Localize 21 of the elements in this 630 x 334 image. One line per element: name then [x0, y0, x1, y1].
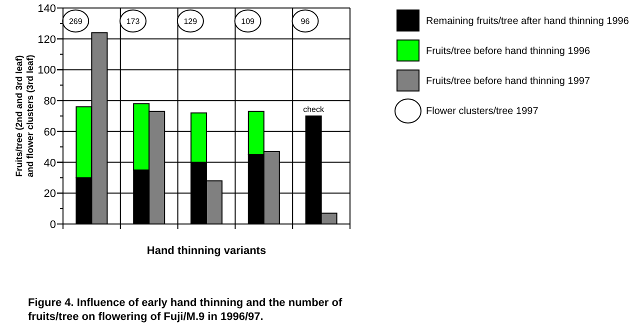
legend-label: Fruits/tree before hand thinning 1997: [426, 76, 590, 87]
x-axis-title: Hand thinning variants: [146, 245, 266, 257]
data-label: check: [303, 105, 325, 114]
legend-label: Remaining fruits/tree after hand thinning 1996: [426, 16, 630, 27]
legend-label: Fruits/tree before hand thinning 1996: [426, 46, 590, 57]
y-tick-label: 80: [44, 96, 56, 108]
y-tick-label: 140: [38, 3, 56, 15]
text: Flower clusters/tree 1997: [426, 106, 539, 117]
y-tick-label: 120: [38, 34, 56, 46]
y-tick-label: 20: [44, 188, 56, 200]
annotation: 173: [126, 17, 140, 26]
annotation: 129: [184, 17, 198, 26]
caption: Figure 4. Influence of early hand thinning and the number of fruits/tree on flowering of Fuji/M.9 in 1996/97.: [28, 297, 342, 323]
y-tick-label: 60: [44, 126, 56, 138]
annotation: 96: [300, 17, 310, 26]
annotation: 109: [241, 17, 256, 26]
y-tick-label: 40: [44, 157, 56, 170]
y-axis-title: Fruits/tree (2nd and 3rd leaf) and flower clusters (3rd leaf): [14, 54, 35, 178]
annotation: 269: [68, 17, 83, 26]
y-tick-label: 0: [50, 219, 56, 231]
y-tick-label: 100: [38, 64, 56, 77]
